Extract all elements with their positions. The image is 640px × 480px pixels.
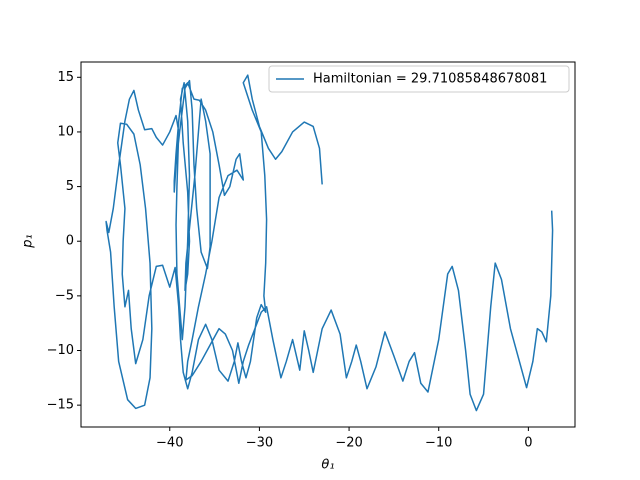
plot-frame (80, 61, 576, 428)
y-tick-label: 15 (57, 70, 74, 85)
x-tick-label: −20 (335, 436, 362, 451)
y-tick-label: 10 (57, 124, 74, 139)
x-tick-label: −40 (156, 436, 183, 451)
legend-label: Hamiltonian = 29.71085848678081 (313, 72, 547, 87)
x-tick-label: −30 (246, 436, 273, 451)
y-axis-label: p₁ (21, 234, 36, 248)
y-tick-label: 0 (66, 234, 74, 249)
y-tick-label: −10 (47, 343, 74, 358)
y-tick-label: −15 (47, 398, 74, 413)
legend-box (268, 65, 570, 93)
y-tick-label: −5 (55, 288, 74, 303)
x-axis-label: θ₁ (321, 458, 334, 473)
y-tick-label: 5 (66, 179, 74, 194)
x-tick-label: 0 (524, 436, 532, 451)
x-tick-label: −10 (425, 436, 452, 451)
data-line (105, 74, 554, 412)
